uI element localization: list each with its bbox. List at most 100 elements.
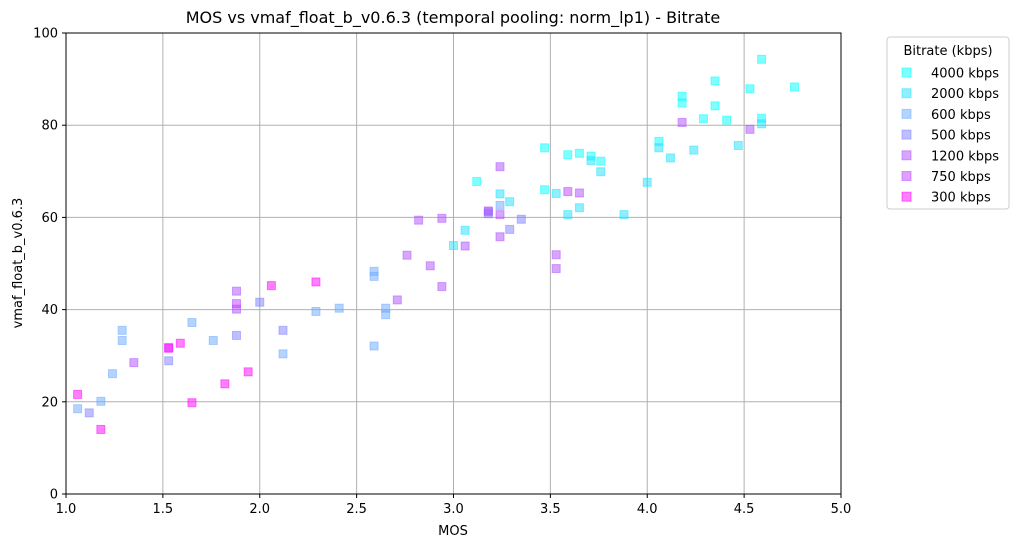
legend-marker <box>901 67 912 78</box>
legend-marker <box>901 88 912 99</box>
data-point <box>563 187 573 197</box>
series-500-kbps <box>84 209 526 418</box>
data-point <box>164 343 174 353</box>
data-point <box>243 367 253 377</box>
x-tick-label: 1.5 <box>153 502 174 517</box>
data-point <box>187 398 197 408</box>
x-tick-label: 4.5 <box>734 502 755 517</box>
legend: Bitrate (kbps) 4000 kbps 2000 kbps 600 kbp… <box>886 36 1010 210</box>
data-point <box>311 277 321 287</box>
data-point <box>596 156 606 166</box>
data-point <box>96 396 106 406</box>
legend-label: 4000 kbps <box>931 67 999 82</box>
data-point <box>117 335 127 345</box>
data-point <box>208 335 218 345</box>
data-point <box>392 295 402 305</box>
data-point <box>108 369 117 379</box>
data-point <box>574 188 584 198</box>
data-point <box>790 82 799 92</box>
data-point <box>414 215 424 225</box>
x-tick-label: 5.0 <box>831 502 852 517</box>
data-point <box>311 306 321 316</box>
data-point <box>220 379 230 389</box>
data-point <box>129 358 139 368</box>
data-point <box>596 167 606 177</box>
legend-label: 750 kbps <box>931 170 991 185</box>
data-point <box>540 185 550 195</box>
data-point <box>677 117 687 127</box>
data-point <box>619 210 629 220</box>
legend-marker <box>901 191 912 202</box>
data-point <box>381 310 391 320</box>
data-point <box>232 286 241 296</box>
data-point <box>722 115 732 125</box>
grid <box>65 32 842 495</box>
data-point <box>495 232 505 242</box>
y-tick-label: 60 <box>41 211 58 226</box>
data-point <box>369 341 379 351</box>
x-tick-label: 2.0 <box>249 502 270 517</box>
data-point <box>574 203 584 213</box>
data-point <box>164 356 174 366</box>
data-point <box>551 264 561 274</box>
data-point <box>449 241 458 251</box>
legend-label: 1200 kbps <box>931 149 999 164</box>
y-tick-label: 20 <box>41 395 58 410</box>
data-point <box>334 303 344 313</box>
legend-marker <box>901 129 912 140</box>
data-point <box>472 176 482 186</box>
data-point <box>73 404 83 414</box>
axis-ticks: 1.0 1.5 2.0 2.5 3.0 3.5 4.0 4.5 5.0 0 20 40 60 80 100 <box>33 27 851 518</box>
data-point <box>745 84 755 94</box>
data-point <box>437 282 447 292</box>
data-point <box>757 54 767 64</box>
x-tick-label: 3.0 <box>443 502 464 517</box>
y-axis-label: vmaf_float_b_v0.6.3 <box>11 198 26 329</box>
data-point <box>563 210 573 220</box>
data-point <box>266 281 276 291</box>
data-point <box>733 140 743 150</box>
series-300-kbps <box>73 277 321 434</box>
data-point <box>495 162 505 172</box>
y-tick-label: 0 <box>50 488 58 503</box>
legend-label: 600 kbps <box>931 108 991 123</box>
x-tick-label: 4.0 <box>637 502 658 517</box>
legend-title: Bitrate (kbps) <box>903 44 992 59</box>
data-point <box>175 338 185 348</box>
data-point <box>505 224 515 234</box>
data-points <box>73 54 799 434</box>
plot-area-frame <box>65 32 842 495</box>
data-point <box>278 349 288 359</box>
y-tick-label: 80 <box>41 119 58 134</box>
data-point <box>495 210 505 220</box>
data-point <box>745 124 755 134</box>
data-point <box>96 424 106 434</box>
legend-label: 2000 kbps <box>931 87 999 102</box>
legend-marker <box>901 108 912 119</box>
y-tick-label: 40 <box>41 303 58 318</box>
x-axis-label: MOS <box>438 524 468 539</box>
data-point <box>495 189 505 199</box>
data-point <box>677 98 687 108</box>
series-750-kbps <box>164 187 573 352</box>
legend-marker <box>901 150 912 161</box>
x-tick-label: 3.5 <box>540 502 561 517</box>
data-point <box>689 145 699 155</box>
data-point <box>187 318 197 328</box>
data-point <box>551 188 561 198</box>
data-point <box>757 119 767 129</box>
data-point <box>563 150 573 160</box>
data-point <box>710 101 720 111</box>
series-600-kbps <box>73 200 505 414</box>
series-1200-kbps <box>129 117 755 368</box>
series-4000-kbps <box>472 54 799 195</box>
legend-label: 500 kbps <box>931 129 991 144</box>
data-point <box>540 143 550 153</box>
data-point <box>255 297 265 307</box>
data-point <box>710 76 720 86</box>
data-point <box>84 408 94 418</box>
data-point <box>551 250 561 260</box>
x-tick-label: 2.5 <box>346 502 367 517</box>
series-2000-kbps <box>449 119 767 251</box>
data-point <box>666 153 675 163</box>
